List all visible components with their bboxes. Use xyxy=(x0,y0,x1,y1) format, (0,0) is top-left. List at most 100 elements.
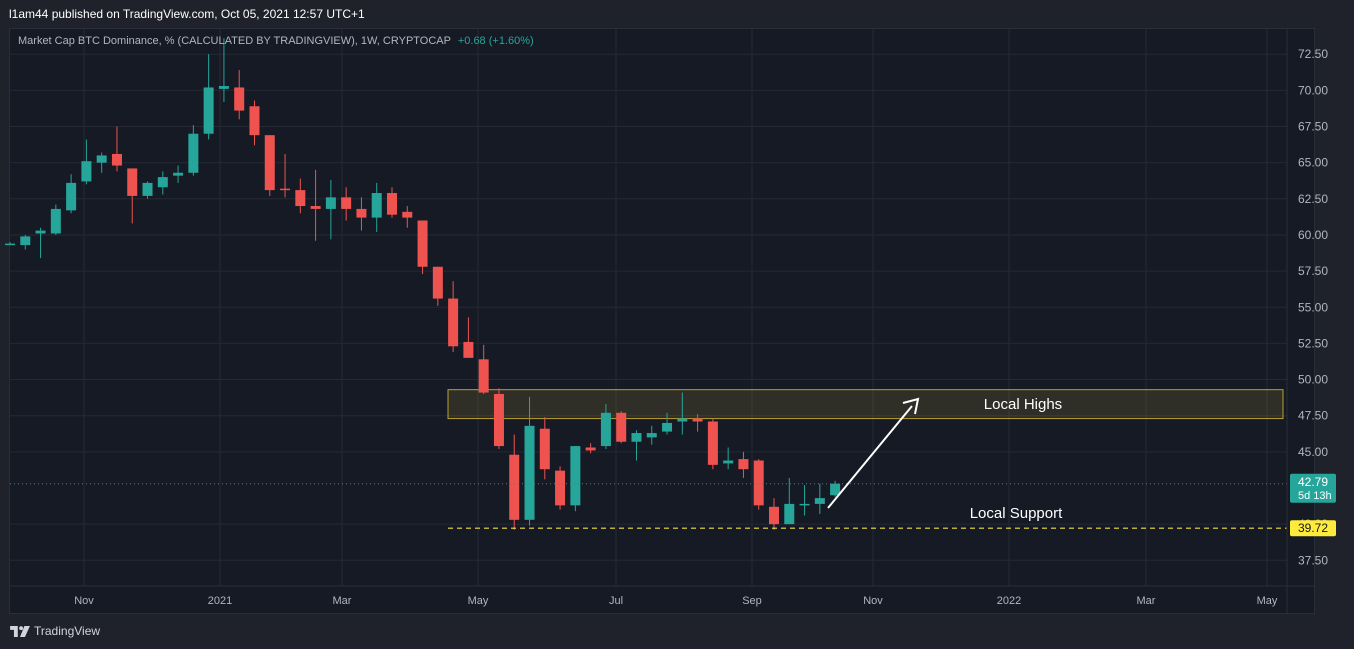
y-tick-label: 55.00 xyxy=(1298,300,1328,314)
candle-body xyxy=(142,182,153,196)
candle-body xyxy=(830,483,841,496)
y-tick-label: 62.50 xyxy=(1298,192,1328,206)
candle-body xyxy=(356,208,367,218)
publisher-line: l1am44 published on TradingView.com, Oct… xyxy=(9,7,365,21)
y-tick-label: 57.50 xyxy=(1298,264,1328,278)
candle-body xyxy=(448,298,459,347)
candle-body xyxy=(707,421,718,465)
y-tick-label: 47.50 xyxy=(1298,409,1328,423)
y-tick-label: 65.00 xyxy=(1298,156,1328,170)
arrow-head-icon xyxy=(902,397,920,415)
candle-body xyxy=(402,211,413,218)
annotations: Local Highs Local Support xyxy=(10,396,1287,529)
candle-body xyxy=(249,106,260,136)
candle-body xyxy=(127,168,138,196)
y-tick-label: 45.00 xyxy=(1298,445,1328,459)
grid xyxy=(10,29,1287,586)
legend-symbol: Market Cap BTC Dominance, % (CALCULATED … xyxy=(18,35,451,47)
candle-body xyxy=(723,460,734,464)
candle-body xyxy=(111,153,122,166)
current-price-label: 42.79 xyxy=(1298,475,1328,489)
y-tick-label: 50.00 xyxy=(1298,373,1328,387)
candle-body xyxy=(203,87,214,134)
series-legend: Market Cap BTC Dominance, % (CALCULATED … xyxy=(18,35,534,47)
candle-body xyxy=(295,190,306,207)
candle-body xyxy=(616,412,627,442)
x-axis: Nov 2021 Mar May Jul Sep Nov 2022 Mar May xyxy=(10,585,1315,607)
candles xyxy=(5,38,841,530)
candle-body xyxy=(387,193,397,215)
candle-body xyxy=(66,182,77,211)
candle-body xyxy=(539,428,550,470)
x-tick-label: May xyxy=(1257,595,1278,607)
candle-body xyxy=(371,193,382,218)
candle-body xyxy=(234,87,245,111)
tradingview-logo-icon xyxy=(10,625,30,637)
candle-body xyxy=(524,425,535,520)
candle-body xyxy=(784,503,795,525)
candle-body xyxy=(814,498,825,504)
candle-body xyxy=(157,177,168,188)
candle-body xyxy=(662,422,673,432)
legend-change: +0.68 (+1.60%) xyxy=(457,35,534,47)
chart-panel xyxy=(9,28,1315,614)
x-tick-label: May xyxy=(468,595,489,607)
candle-body xyxy=(341,197,352,209)
x-tick-label: 2021 xyxy=(208,595,232,607)
brand-name: TradingView xyxy=(34,624,101,638)
y-tick-label: 60.00 xyxy=(1298,228,1328,242)
candle-body xyxy=(799,503,810,506)
bar-countdown-label: 5d 13h xyxy=(1298,490,1332,502)
candle-body xyxy=(585,447,596,451)
candle-body xyxy=(35,230,46,234)
candle-body xyxy=(432,266,443,299)
x-tick-label: Mar xyxy=(1137,595,1156,607)
candle-body xyxy=(769,506,779,525)
candle-body xyxy=(493,394,504,447)
candle-body xyxy=(20,236,31,246)
y-axis: 37.5040.0045.0047.5050.0052.5055.0057.50… xyxy=(1286,29,1336,614)
local-support-label: Local Support xyxy=(970,505,1063,522)
candle-body xyxy=(50,208,61,234)
y-tick-label: 52.50 xyxy=(1298,336,1328,350)
candle-body xyxy=(173,172,184,176)
x-tick-label: Nov xyxy=(74,595,94,607)
current-price-badge xyxy=(1290,473,1336,503)
local-highs-zone xyxy=(447,389,1284,420)
y-tick-label: 70.00 xyxy=(1298,83,1328,97)
candle-body xyxy=(509,454,520,520)
candle-body xyxy=(417,220,428,267)
candle-body xyxy=(5,243,15,246)
x-tick-label: Sep xyxy=(742,595,762,607)
candle-body xyxy=(463,341,474,358)
candle-body xyxy=(310,206,321,209)
candle-body xyxy=(738,459,749,470)
candle-body xyxy=(188,133,199,173)
local-highs-zone-layer xyxy=(447,389,1284,420)
y-tick-label: 72.50 xyxy=(1298,47,1328,61)
candle-body xyxy=(555,470,566,506)
candle-body xyxy=(600,412,611,447)
y-tick-label: 37.50 xyxy=(1298,553,1328,567)
candle-body xyxy=(478,359,489,393)
candle-body xyxy=(753,460,764,506)
support-price-label: 39.72 xyxy=(1298,521,1328,535)
local-highs-label: Local Highs xyxy=(984,396,1062,413)
trend-arrow xyxy=(827,405,913,509)
support-price-badge xyxy=(1290,520,1336,537)
candle-body xyxy=(81,161,92,182)
candle-body xyxy=(646,433,657,438)
candle-body xyxy=(570,446,581,506)
footer-brand[interactable]: TradingView xyxy=(10,624,100,638)
candle-body xyxy=(218,86,229,89)
candle-body xyxy=(264,135,275,191)
candle-body xyxy=(692,418,703,422)
x-tick-label: 2022 xyxy=(997,595,1021,607)
candle-body xyxy=(631,433,642,442)
candle-body xyxy=(325,197,336,209)
x-tick-label: Jul xyxy=(609,595,623,607)
candle-body xyxy=(280,188,291,191)
y-tick-label: 67.50 xyxy=(1298,120,1328,134)
x-tick-label: Nov xyxy=(863,595,883,607)
